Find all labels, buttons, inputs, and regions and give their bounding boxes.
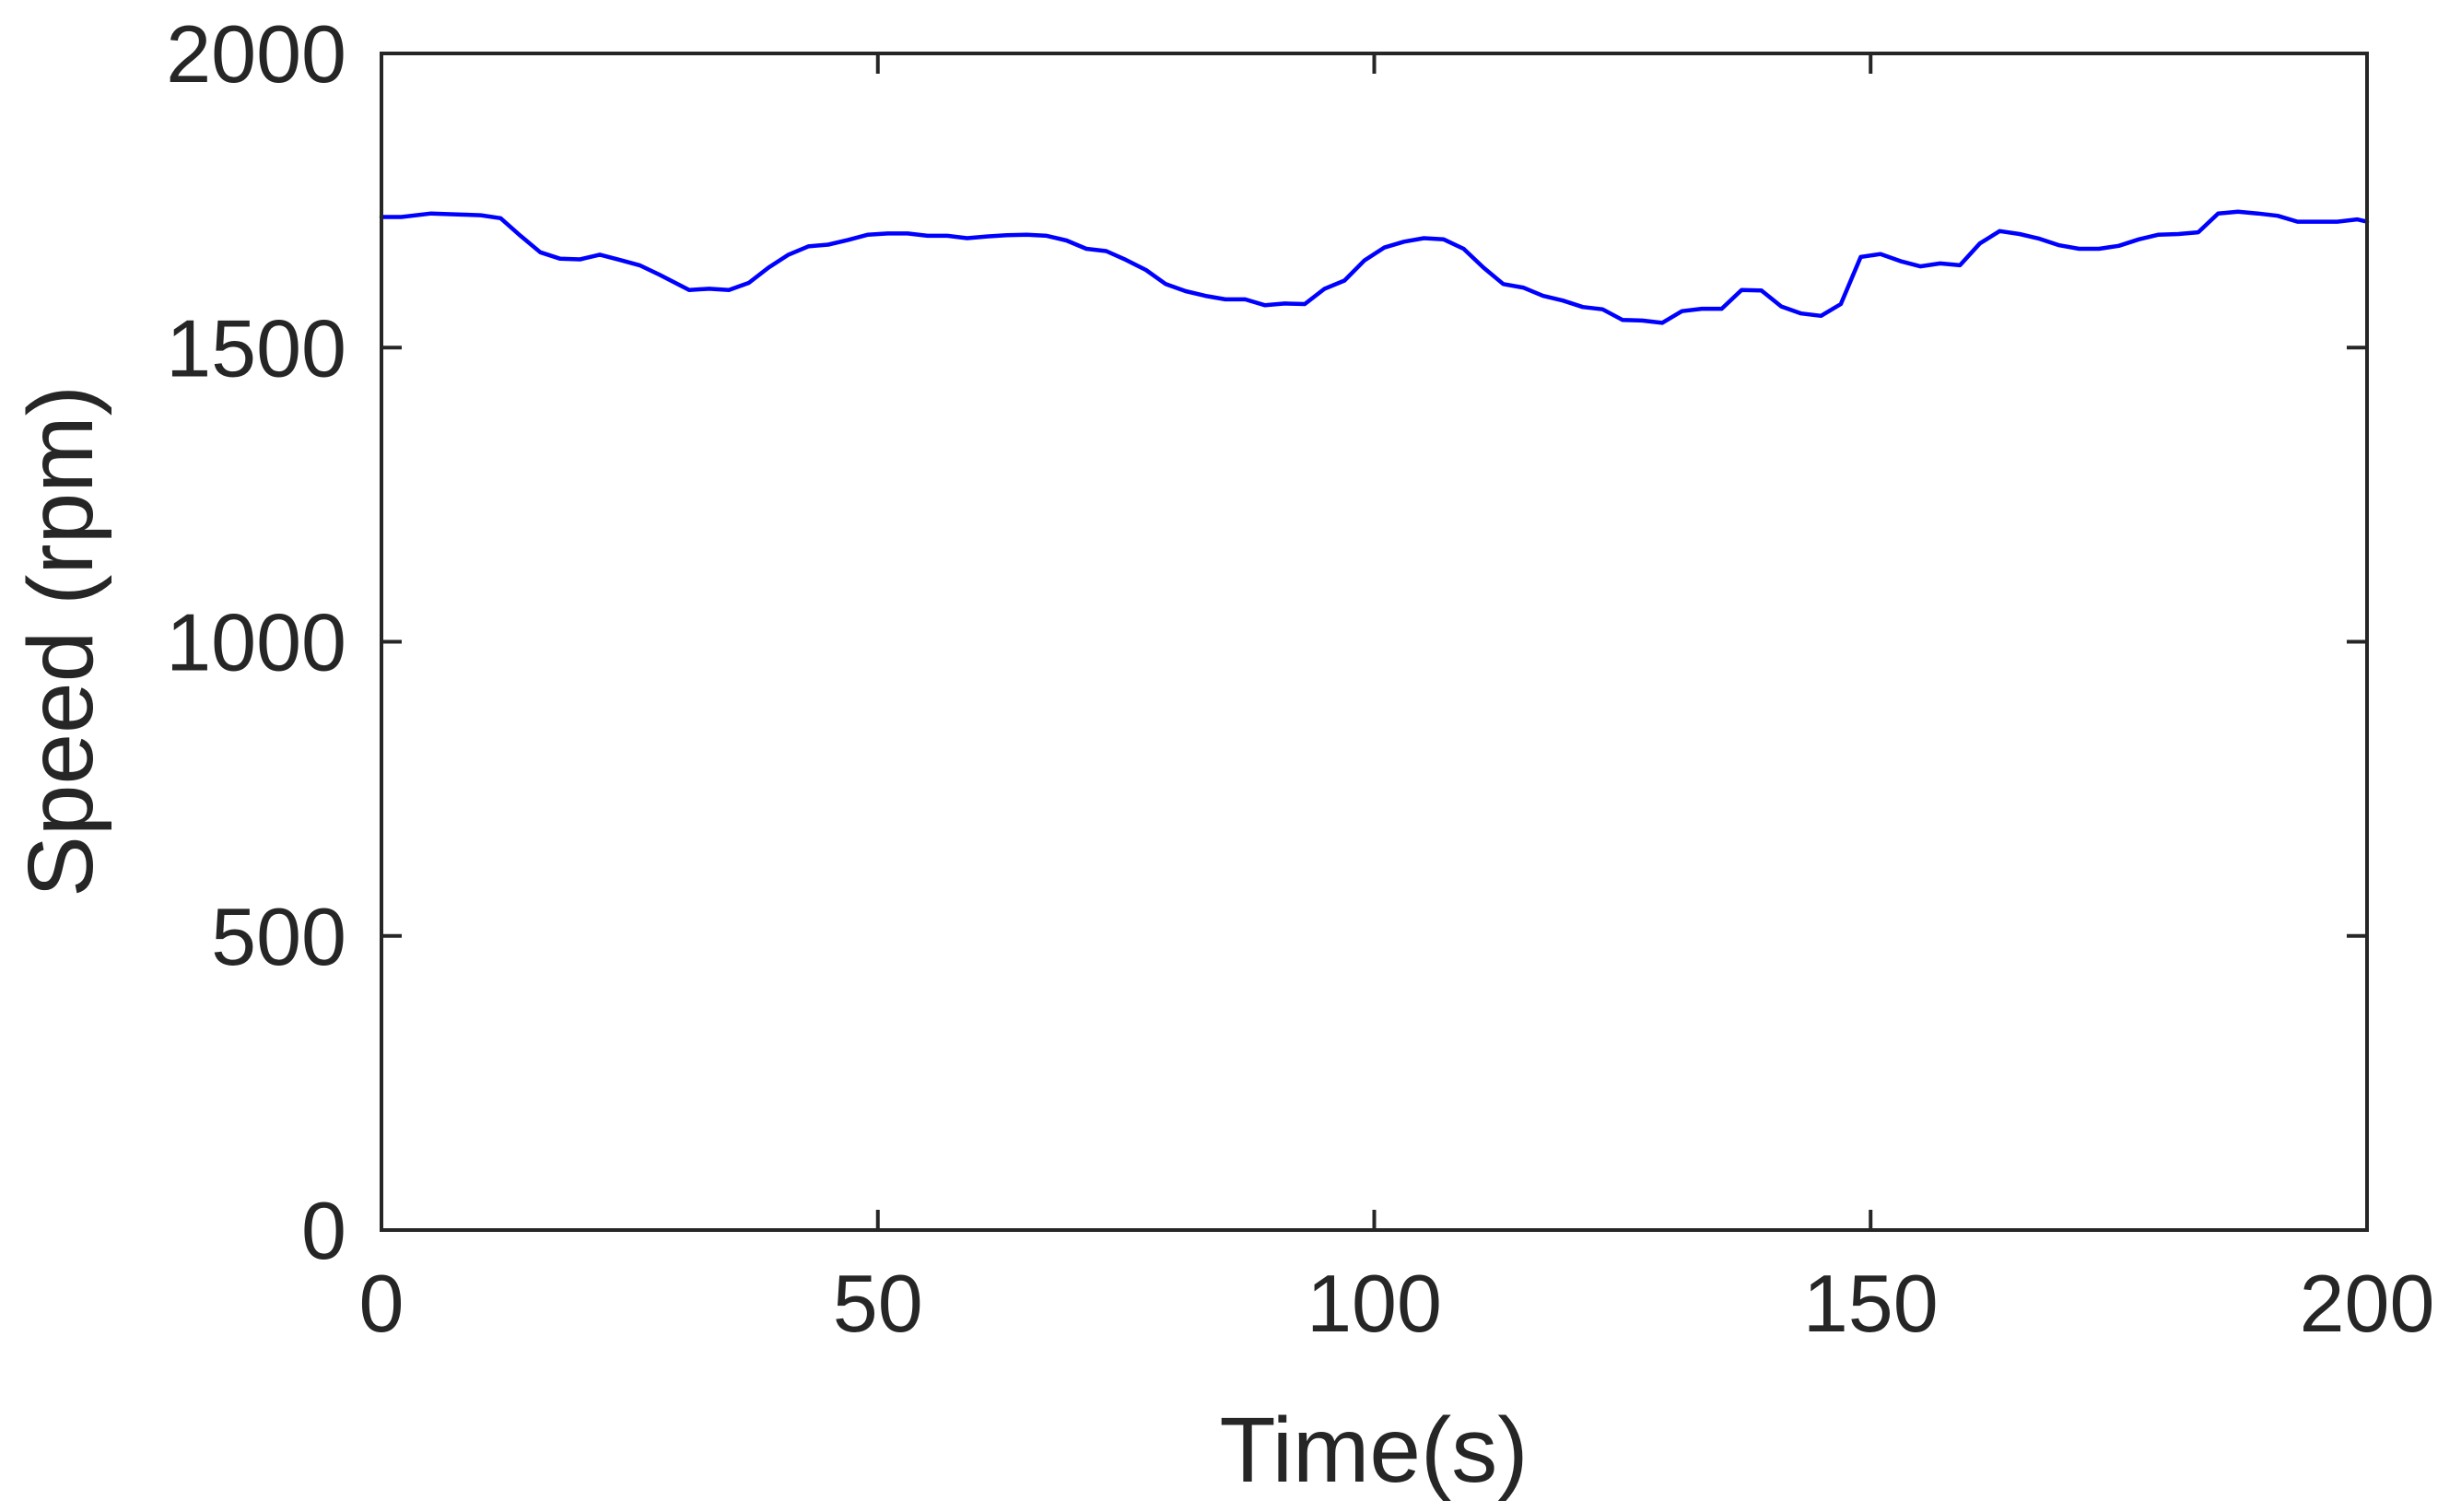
y-tick-label: 500 — [211, 891, 346, 982]
x-tick-label: 50 — [833, 1258, 923, 1349]
x-tick-label: 200 — [2300, 1258, 2435, 1349]
y-tick-label: 1000 — [166, 597, 346, 688]
speed-series-line — [379, 209, 2370, 325]
y-tick-label: 2000 — [166, 8, 346, 100]
x-tick-label: 150 — [1803, 1258, 1939, 1349]
y-tick-label: 0 — [301, 1185, 346, 1276]
x-axis-label: Time(s) — [1219, 1399, 1528, 1502]
y-axis-label: Speed (rpm) — [9, 385, 112, 897]
plot-background — [381, 53, 2367, 1230]
y-tick-label: 1500 — [166, 302, 346, 393]
x-tick-label: 100 — [1307, 1258, 1442, 1349]
x-tick-label: 0 — [359, 1258, 404, 1349]
series-layer — [379, 209, 2370, 325]
plot-frame — [380, 52, 2369, 1232]
